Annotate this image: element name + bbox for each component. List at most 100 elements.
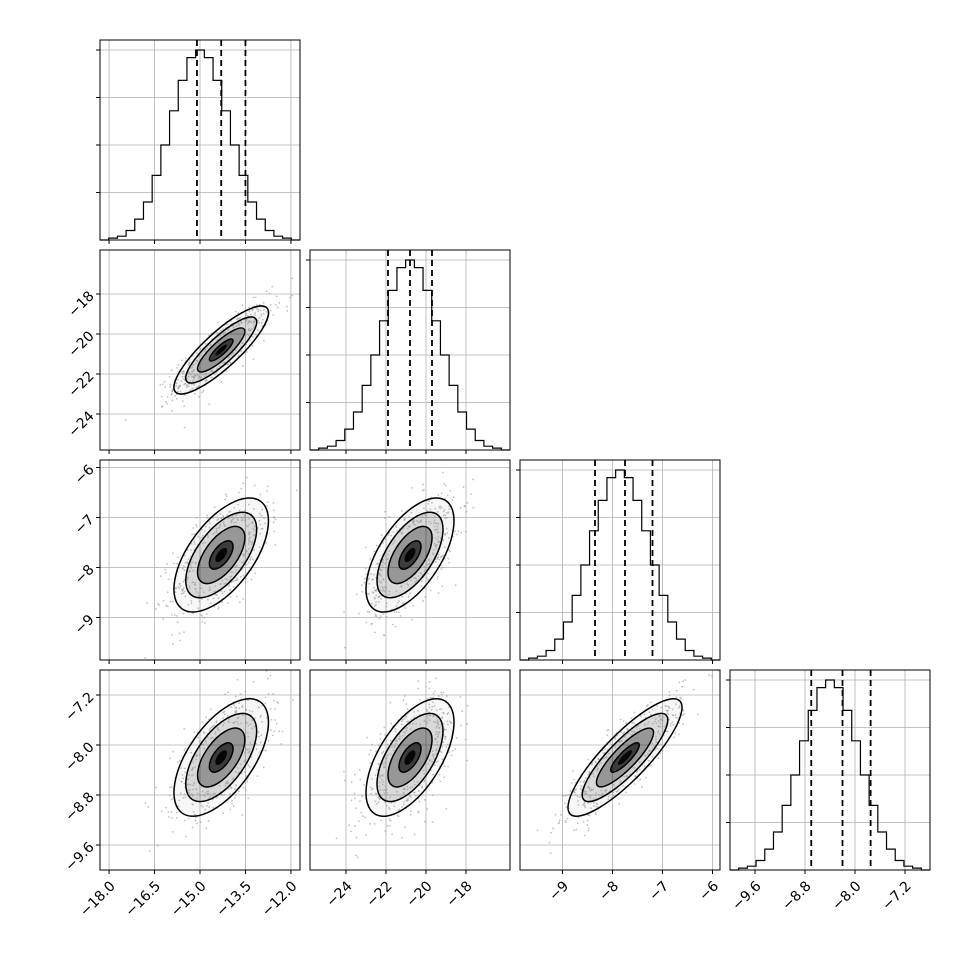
sample-point (258, 519, 261, 522)
sample-point (673, 736, 676, 739)
sample-point (612, 794, 615, 797)
sample-point (274, 518, 277, 521)
sample-point (403, 803, 405, 806)
sample-point (417, 687, 420, 690)
sample-point (364, 816, 366, 819)
sample-point (169, 600, 172, 603)
sample-point (239, 693, 242, 696)
sample-point (230, 571, 233, 574)
sample-point (180, 380, 183, 382)
sample-point (253, 725, 256, 728)
sample-point (406, 788, 409, 791)
sample-point (656, 705, 658, 707)
sample-point (188, 585, 191, 588)
sample-point (405, 715, 408, 718)
sample-point (266, 490, 268, 492)
sample-point (238, 324, 241, 326)
sample-point (206, 598, 209, 601)
sample-point (219, 334, 222, 337)
sample-point (658, 744, 660, 746)
sample-point (653, 720, 656, 723)
sample-point (678, 705, 681, 708)
sample-point (635, 770, 638, 773)
sample-point (426, 808, 429, 810)
sample-point (377, 563, 379, 565)
sample-point (446, 743, 449, 746)
sample-point (190, 602, 193, 605)
sample-point (423, 798, 426, 801)
sample-point (247, 797, 250, 800)
sample-point (177, 805, 180, 808)
sample-point (655, 722, 658, 725)
sample-point (248, 766, 251, 768)
sample-point (623, 731, 626, 734)
sample-point (446, 512, 448, 514)
sample-point (587, 785, 590, 788)
sample-point (193, 376, 196, 379)
sample-point (229, 510, 232, 513)
sample-point (245, 577, 248, 580)
sample-point (431, 705, 434, 708)
sample-point (247, 525, 249, 528)
sample-point (364, 546, 367, 549)
sample-point (263, 749, 265, 752)
sample-point (245, 318, 248, 321)
sample-point (660, 743, 663, 746)
sample-point (394, 728, 397, 730)
contour-3 (567, 697, 683, 817)
sample-point (273, 516, 276, 518)
x-tick-label: −8 (596, 878, 622, 904)
sample-point (192, 581, 195, 584)
sample-point (618, 802, 621, 805)
sample-point (342, 770, 345, 773)
sample-point (239, 316, 241, 319)
sample-point (216, 727, 219, 729)
sample-point (234, 770, 237, 773)
sample-point (175, 385, 178, 387)
sample-point (248, 747, 251, 750)
sample-point (358, 820, 360, 823)
sample-point (198, 600, 201, 603)
sample-point (240, 561, 243, 564)
sample-point (191, 533, 193, 536)
sample-point (373, 631, 376, 634)
sample-point (382, 589, 385, 592)
sample-point (210, 370, 213, 373)
sample-point (202, 373, 205, 376)
y-tick-label: −24 (65, 408, 97, 440)
sample-point (175, 817, 178, 819)
sample-point (188, 362, 190, 364)
sample-point (183, 554, 186, 557)
sample-point (221, 362, 224, 364)
sample-point (692, 688, 695, 691)
sample-point (625, 791, 628, 794)
sample-point (678, 706, 680, 709)
sample-point (421, 515, 424, 517)
sample-point (385, 605, 388, 608)
sample-point (373, 597, 376, 600)
sample-point (425, 514, 428, 517)
sample-point (657, 725, 660, 728)
sample-point (441, 711, 444, 714)
sample-point (443, 776, 446, 779)
sample-point (365, 834, 368, 836)
sample-point (237, 503, 240, 506)
sample-point (207, 820, 210, 823)
sample-point (377, 762, 380, 765)
sample-point (209, 602, 212, 605)
sample-point (623, 775, 626, 778)
sample-point (247, 699, 249, 702)
sample-point (423, 780, 426, 783)
sample-point (371, 743, 374, 746)
sample-point (267, 740, 270, 742)
x-tick-label: −8.8 (779, 878, 814, 913)
sample-point (172, 600, 174, 603)
sample-point (165, 806, 168, 809)
density-level-4 (617, 750, 633, 765)
sample-point (184, 771, 187, 774)
sample-point (460, 724, 462, 727)
sample-point (403, 717, 406, 720)
sample-point (426, 697, 429, 700)
sample-point (564, 794, 567, 797)
sample-point (370, 573, 372, 575)
